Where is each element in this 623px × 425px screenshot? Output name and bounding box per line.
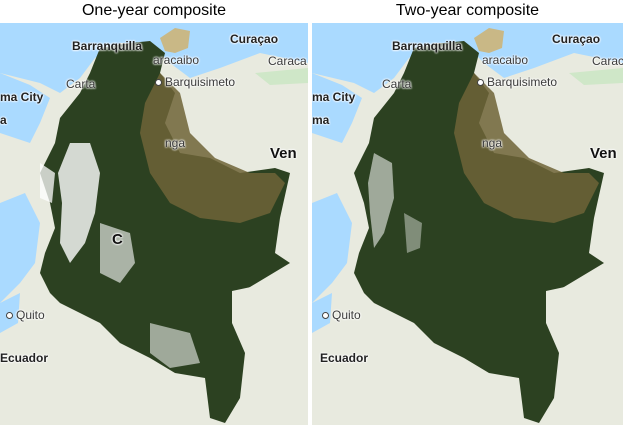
city-label-caracas: Caraca [268,54,307,68]
country-label-ecuador: Ecuador [320,351,369,365]
city-label-quito: Quito [6,308,45,322]
city-label-barquisimeto: Barquisimeto [155,75,235,89]
map-canvas [312,23,623,425]
pacific-north [312,73,362,143]
pacific-sea [0,193,40,303]
cloud-cover-4 [40,163,55,203]
city-label-barranquilla: Barranquilla [392,39,463,53]
city-label-curacao: Curaçao [552,32,601,46]
city-label-panama: ma City [312,90,356,104]
pacific-north [0,73,50,143]
colombia-forest [40,41,290,423]
city-label-cartagena: Carta [66,77,96,91]
city-label-quito: Quito [322,308,361,322]
venezuela-coast [255,68,308,85]
map-view[interactable]: Barranquilla aracaibo Curaçao Caraca Car… [0,23,308,425]
cloud-cover-1 [368,153,394,248]
city-label-maracaibo: aracaibo [153,53,200,67]
one-year-panel: One-year composite Barranquilla aracaibo… [0,0,308,425]
llanos-savanna [454,73,599,223]
panel-divider [308,23,312,425]
venezuela-coast [569,68,623,85]
city-label-panama: ma City [0,90,44,104]
city-label-bucaramanga: nga [482,136,503,150]
city-label-maracaibo: aracaibo [482,53,529,67]
country-label-ecuador: Ecuador [0,351,49,365]
llanos-savanna [140,73,285,223]
city-label-curacao: Curaçao [230,32,279,46]
pacific-sea [312,193,352,303]
city-label-barranquilla: Barranquilla [72,39,143,53]
cloud-cover-3 [150,323,200,368]
cloud-cover-2 [100,223,135,283]
country-label-colombia: C [112,231,123,248]
map-canvas [0,23,308,425]
map-view[interactable]: Barranquilla aracaibo Curaçao Carac Cart… [312,23,623,425]
colombia-forest [354,41,604,423]
city-label-caracas: Carac [592,54,623,68]
brazil-notch [232,285,290,343]
city-label-barquisimeto: Barquisimeto [477,75,557,89]
guajira-peninsula [474,28,504,53]
caribbean-sea [0,23,308,93]
guajira-peninsula [160,28,190,53]
caribbean-sea [312,23,623,93]
country-label-panama: ma [312,113,330,127]
city-label-cartagena: Carta [382,77,412,91]
panel-title: One-year composite [81,2,227,19]
city-label-bucaramanga: nga [165,136,186,150]
country-label-venezuela: Ven [270,145,297,162]
country-label-venezuela: Ven [590,145,617,162]
cloud-cover-1 [58,143,100,263]
brazil-notch [546,285,604,343]
country-label-panama: a [0,113,7,127]
panel-title: Two-year composite [395,2,540,19]
cloud-cover-2 [404,213,422,253]
two-year-panel: Two-year composite Barranquilla aracaibo… [312,0,623,425]
